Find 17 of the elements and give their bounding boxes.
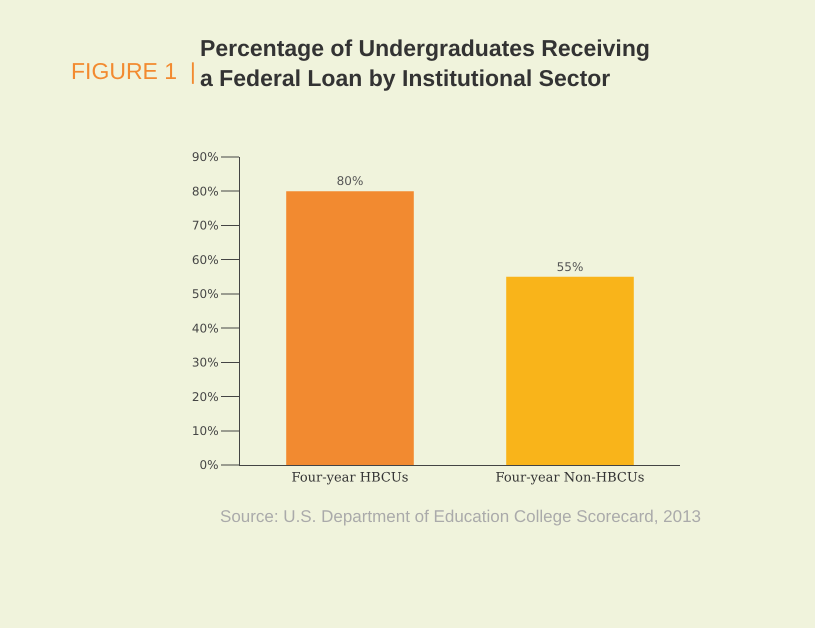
y-tick-label: 80% [192, 184, 219, 198]
y-tick-label: 70% [192, 218, 219, 233]
x-tick-label: Four-year HBCUs [292, 470, 408, 486]
y-tick-label: 20% [192, 390, 219, 404]
source-note: Source: U.S. Department of Education College Scorecard, 2013 [220, 507, 701, 526]
chart-title: Percentage of Undergraduates Receiving a Federal Loan by Institutional Sector [200, 35, 650, 91]
y-tick-label: 40% [192, 321, 219, 336]
y-tick-label: 50% [192, 287, 219, 302]
y-tick-label: 30% [192, 356, 219, 370]
chart-subtitle: FIGURE 1 | [71, 58, 196, 84]
data-label: 80% [336, 174, 364, 188]
y-tick-label: 10% [192, 424, 219, 438]
y-tick-label: 90% [192, 150, 219, 164]
data-label: 55% [556, 260, 584, 274]
y-tick-label: 0% [200, 458, 219, 472]
x-tick-label: Four-year Non-HBCUs [496, 470, 644, 486]
y-tick-label: 60% [192, 252, 219, 267]
